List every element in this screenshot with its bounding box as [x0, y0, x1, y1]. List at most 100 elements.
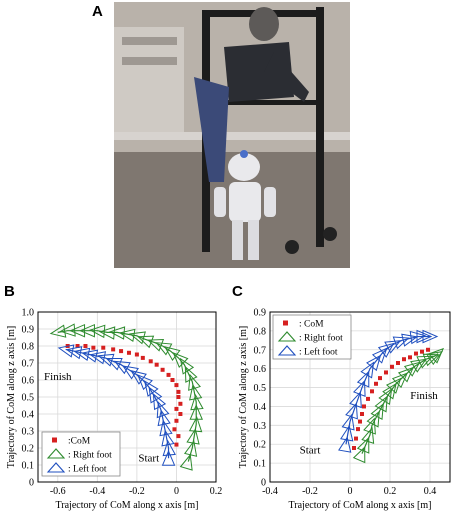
com-marker [402, 357, 406, 362]
footprint-marker [156, 401, 170, 419]
y-tick-label: 0.1 [254, 459, 267, 470]
annotation-finish: Finish [44, 371, 72, 383]
legend-com-marker [52, 437, 57, 443]
photo-person-pants [194, 77, 229, 182]
footprint-path [57, 330, 197, 462]
footprint-marker [391, 372, 409, 389]
legend-foot-marker [277, 331, 297, 342]
com-marker [370, 389, 374, 394]
footprint-marker [137, 335, 155, 349]
y-tick-label: 0 [29, 478, 34, 489]
legend-label: : Right foot [68, 450, 112, 461]
annotation-start: Start [300, 445, 321, 457]
x-tick-label: -0.2 [302, 486, 318, 497]
legend-label: : Left foot [299, 347, 338, 358]
x-tick-label: -0.4 [262, 486, 278, 497]
x-tick-label: 0.2 [210, 486, 223, 497]
footprint-marker [370, 402, 384, 421]
footprint-marker [422, 353, 440, 367]
legend-label: : Left foot [68, 464, 107, 475]
footprint-marker [385, 377, 402, 394]
y-tick-label: 0.5 [254, 383, 267, 394]
footprint-marker [341, 413, 355, 431]
y-tick-label: 0.5 [22, 393, 35, 404]
y-tick-label: 0.4 [22, 410, 35, 421]
footprint-marker [371, 347, 388, 364]
com-marker [356, 427, 360, 432]
y-tick-label: 1.0 [22, 308, 35, 319]
com-marker [408, 355, 412, 360]
footprint-marker [79, 323, 95, 338]
com-marker [176, 434, 181, 439]
annotation-finish: Finish [410, 390, 438, 402]
footprint-marker [366, 354, 382, 372]
com-marker [374, 381, 378, 386]
footprint-path [361, 353, 439, 454]
footprint-marker [108, 326, 126, 340]
footprint-marker [128, 331, 146, 345]
plot-frame [269, 311, 451, 483]
com-marker [390, 364, 394, 369]
y-tick-label: 0.6 [22, 376, 35, 387]
footprint-marker [65, 346, 83, 360]
footprint-marker [159, 419, 173, 437]
x-tick-label: 0.2 [384, 486, 397, 497]
footprint-marker [374, 395, 388, 413]
footprint-marker [183, 439, 198, 457]
footprint-marker [155, 342, 173, 356]
panel-label-a: A [92, 3, 103, 20]
footprint-marker [422, 329, 439, 344]
y-tick-label: 0 [261, 478, 266, 489]
com-marker [126, 350, 131, 355]
footprint-marker [162, 439, 176, 457]
footprint-marker [352, 379, 366, 397]
y-tick-label: 0.7 [254, 345, 267, 356]
footprint-marker [384, 340, 402, 354]
footprint-marker [360, 361, 375, 379]
y-tick-label: 0.2 [254, 440, 267, 451]
chart-b: -0.6 -0.4 -0.2 0 0.2 0 0.1 0.2 0.3 0.4 0.5 0.6 0.7 0.… [6, 308, 223, 512]
com-marker [91, 345, 96, 350]
y-tick-label: 0.3 [254, 421, 267, 432]
footprint-marker [340, 424, 354, 442]
com-marker [366, 396, 370, 401]
footprint-marker [188, 373, 201, 391]
footprint-marker [392, 336, 410, 350]
com-marker [176, 389, 181, 394]
footprint-marker [130, 369, 147, 385]
photo-cabinet [114, 27, 184, 137]
footprint-marker [105, 358, 123, 371]
y-tick-label: 0.1 [22, 461, 35, 472]
x-axis-label: Trajectory of CoM along x axis [m] [56, 500, 199, 511]
legend-label: : Right foot [299, 333, 343, 344]
com-marker [426, 347, 430, 352]
com-marker [384, 370, 388, 375]
footprint-marker [49, 324, 67, 338]
com-marker [172, 427, 177, 432]
footprint-marker [57, 344, 75, 358]
com-marker [101, 345, 106, 350]
footprint-marker [179, 357, 195, 375]
com-marker [396, 361, 400, 365]
com-marker [362, 404, 366, 409]
footprint-marker [190, 393, 204, 411]
com-marker [358, 419, 362, 424]
x-tick-label: -0.2 [129, 486, 145, 497]
com-marker [83, 344, 88, 348]
footprint-marker [186, 427, 200, 445]
footprint-marker [69, 323, 86, 338]
x-axis-label: Trajectory of CoM along x axis [m] [289, 500, 432, 511]
footprint-marker [89, 351, 107, 365]
footprint-marker [172, 352, 189, 368]
footprint-marker [118, 328, 136, 343]
com-marker [176, 395, 181, 399]
com-marker [174, 442, 179, 447]
footprint-marker [427, 347, 445, 364]
legend-foot-marker [46, 462, 66, 473]
panel-label-b: B [4, 283, 15, 300]
com-marker [178, 401, 183, 406]
com-marker [160, 367, 165, 372]
y-tick-label: 0.2 [22, 444, 35, 455]
com-marker [414, 351, 418, 356]
photo-person-head [249, 7, 279, 41]
